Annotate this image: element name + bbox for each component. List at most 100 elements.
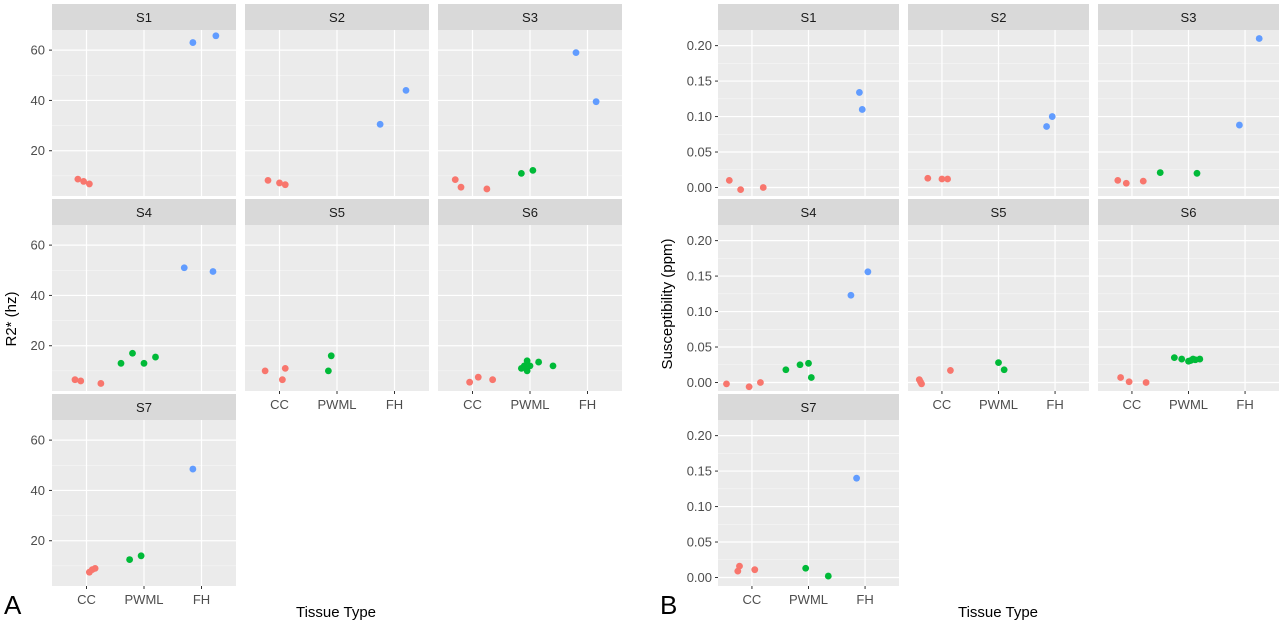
data-point-cc (924, 174, 932, 182)
facet-strip-label: S7 (136, 400, 152, 415)
facet-a-s4: S4 20 40 60 (31, 199, 236, 391)
data-point-cc (276, 179, 283, 187)
data-point-cc (278, 376, 286, 384)
data-point-fh (1255, 35, 1263, 42)
y-tick-label: 0.10 (687, 499, 712, 514)
data-point-fh (180, 264, 188, 272)
x-tick-label: FH (193, 592, 210, 607)
data-point-fh (592, 98, 600, 106)
panel-letter-b: B (660, 590, 677, 620)
data-point-pwml (796, 361, 804, 369)
data-point-fh (1236, 121, 1243, 129)
data-point-pwml (117, 359, 125, 367)
x-tick-label: CC (743, 592, 762, 607)
data-point-pwml (1196, 355, 1204, 363)
data-point-cc (264, 177, 272, 184)
x-axis-title-a: Tissue Type (296, 604, 376, 621)
y-tick-label: 0.00 (687, 375, 712, 390)
data-point-pwml (1170, 354, 1178, 362)
data-point-fh (572, 49, 580, 57)
data-point-pwml (824, 572, 832, 580)
y-tick-label: 0.10 (687, 304, 712, 319)
facet-strip-label: S2 (329, 10, 345, 25)
facet-a-s6: S6 CC PWML FH (438, 199, 622, 412)
facet-strip-label: S1 (136, 10, 152, 25)
data-point-fh (209, 268, 217, 275)
data-point-pwml (126, 556, 134, 563)
data-point-cc (1114, 176, 1122, 184)
facet-strip (718, 394, 899, 420)
facet-strip (438, 199, 622, 225)
facet-strip-label: S5 (329, 205, 345, 220)
data-point-pwml (523, 357, 531, 365)
facet-b-s3: S3 (1098, 4, 1279, 196)
facet-strip-label: S2 (991, 10, 1007, 25)
facet-strip (438, 4, 622, 30)
data-point-cc (757, 379, 764, 386)
data-point-pwml (327, 352, 335, 360)
data-point-pwml (549, 362, 557, 370)
data-point-fh (212, 32, 220, 40)
data-point-cc (1117, 374, 1125, 381)
data-point-pwml (324, 367, 332, 375)
data-point-pwml (802, 564, 810, 572)
y-tick-label: 0.20 (687, 38, 712, 53)
data-point-pwml (152, 353, 159, 361)
x-tick-label: PWML (318, 397, 357, 412)
data-point-cc (281, 364, 289, 372)
data-point-pwml (526, 362, 534, 370)
data-point-cc (1125, 378, 1133, 386)
facet-b-s4: S4 0.00 0.05 0.10 0.15 0.20 (687, 199, 899, 391)
y-axis-title-a: R2* (hz) (3, 291, 20, 346)
data-point-cc (723, 380, 730, 388)
facet-a-s7: S7 20 40 60 CC PWML FH (31, 394, 236, 607)
data-point-fh (847, 291, 855, 299)
data-point-cc (944, 175, 951, 183)
data-point-cc (91, 564, 99, 572)
data-point-cc (1142, 379, 1150, 386)
data-point-cc (281, 181, 289, 189)
y-tick-label: 60 (31, 238, 45, 253)
y-tick-label: 40 (31, 288, 45, 303)
data-point-cc (451, 176, 459, 184)
data-point-fh (376, 120, 384, 128)
panel-letter-a: A (4, 590, 22, 620)
data-point-fh (864, 268, 872, 276)
facet-strip (245, 199, 429, 225)
y-tick-label: 60 (31, 433, 45, 448)
facet-strip-label: S6 (1181, 205, 1197, 220)
y-tick-label: 0.00 (687, 570, 712, 585)
facet-b-s7: S7 0.00 0.05 0.10 0.15 0.20 CC PWML FH (687, 394, 899, 607)
y-tick-label: 20 (31, 143, 45, 158)
y-tick-label: 0.05 (687, 340, 712, 355)
x-tick-label: PWML (979, 397, 1018, 412)
facet-strip (52, 4, 236, 30)
data-point-fh (189, 39, 197, 46)
y-tick-label: 0.15 (687, 464, 712, 479)
data-point-cc (85, 180, 93, 188)
data-point-pwml (995, 359, 1002, 367)
y-tick-label: 0.10 (687, 109, 712, 124)
facet-strip-label: S1 (801, 10, 817, 25)
data-point-pwml (137, 552, 145, 560)
data-point-cc (759, 184, 767, 191)
y-tick-label: 0.00 (687, 180, 712, 195)
data-point-cc (745, 383, 753, 391)
facet-strip-label: S7 (801, 400, 817, 415)
x-tick-label: CC (270, 397, 289, 412)
facet-strip-label: S5 (991, 205, 1007, 220)
data-point-pwml (1193, 169, 1201, 177)
y-axis-title-b: Susceptibility (ppm) (659, 239, 676, 370)
x-tick-label: CC (463, 397, 482, 412)
data-point-cc (725, 176, 733, 184)
data-point-pwml (529, 166, 537, 174)
data-point-cc (261, 367, 269, 375)
facet-strip (52, 199, 236, 225)
y-tick-label: 0.20 (687, 233, 712, 248)
data-point-cc (751, 566, 759, 574)
data-point-cc (97, 380, 105, 387)
facet-strip (245, 4, 429, 30)
facet-b-s2: S2 (908, 4, 1089, 196)
x-tick-label: FH (1236, 397, 1253, 412)
x-tick-label: FH (386, 397, 403, 412)
